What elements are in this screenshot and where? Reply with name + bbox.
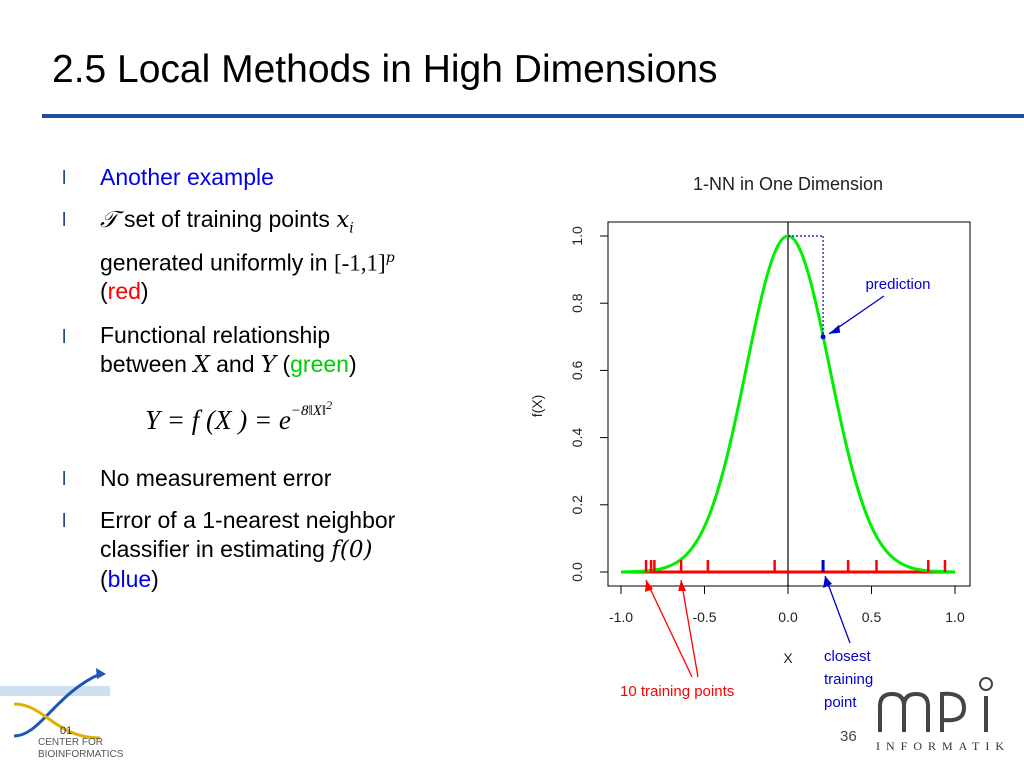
prediction-label: prediction xyxy=(865,276,930,293)
color-word-red: red xyxy=(107,278,141,305)
f0: f(0) xyxy=(331,537,373,563)
bullet-marker: l xyxy=(62,168,67,189)
bullet-text: set of training points xyxy=(117,206,337,232)
paren-close: ) xyxy=(348,351,357,377)
y-tick-label: 0.0 xyxy=(569,562,585,582)
color-word-green: green xyxy=(290,351,349,377)
training-set-symbol: 𝒯 xyxy=(100,207,118,233)
interval-exponent: p xyxy=(385,249,395,266)
training-arrow-1 xyxy=(645,579,693,678)
bullet-another-example: Another example xyxy=(100,163,480,192)
x-tick-label: 1.0 xyxy=(945,609,965,625)
bullet-no-measurement-error: No measurement error xyxy=(100,464,480,493)
closest-label-line: training xyxy=(824,671,873,688)
logo-text-2: BIOINFORMATICS xyxy=(38,749,124,760)
x-tick-label: 0.5 xyxy=(862,609,882,625)
paren-open: ( xyxy=(100,566,108,592)
training-arrowhead-2 xyxy=(678,580,687,591)
y-tick-label: 0.8 xyxy=(569,293,585,313)
1nn-chart: 1-NN in One Dimension -1.0 -0.5 0.0 0.5 1.0 0… xyxy=(529,174,971,711)
y-tick-label: 0.4 xyxy=(569,428,585,448)
x-tick-label: -1.0 xyxy=(609,609,633,625)
bullet-text: and xyxy=(209,351,261,377)
closest-label-line: closest xyxy=(824,648,872,665)
slide-title: 2.5 Local Methods in High Dimensions xyxy=(52,48,718,91)
paren-close: ) xyxy=(140,278,149,305)
formula-exponent: −8‖X‖ xyxy=(290,403,327,419)
chart-title: 1-NN in One Dimension xyxy=(693,174,883,194)
var-x-subscript: i xyxy=(349,220,354,237)
y-tick-label: 1.0 xyxy=(569,226,585,246)
bullet-text: classifier in estimating xyxy=(100,536,332,562)
y-tick-label: 0.6 xyxy=(569,360,585,380)
x-axis-label: X xyxy=(783,650,793,666)
closest-arrow xyxy=(824,575,851,644)
x-tick-label: -0.5 xyxy=(692,609,716,625)
var-Y: Y xyxy=(260,352,277,378)
formula: Y = f (X ) = e−8‖X‖2 xyxy=(145,398,332,436)
interval: [-1,1] xyxy=(333,250,386,276)
center-for-bioinformatics-logo: 01 CENTER FOR BIOINFORMATICS xyxy=(0,664,170,768)
bullet-text: Another example xyxy=(100,164,274,190)
training-arrowhead-1 xyxy=(645,580,654,592)
bullet-marker: l xyxy=(62,469,67,490)
color-word-blue: blue xyxy=(107,566,152,592)
mpi-informatik-logo: INFORMATIK xyxy=(872,672,1024,768)
prediction-point xyxy=(820,334,826,340)
var-x: x xyxy=(336,207,350,233)
bullet-text: between xyxy=(100,351,194,377)
bullet-1nn-error: Error of a 1-nearest neighbor classifier… xyxy=(100,506,480,594)
logo-informatik-text: INFORMATIK xyxy=(876,739,1010,753)
paren-open: ( xyxy=(276,351,291,377)
training-arrow-2 xyxy=(680,579,699,678)
prediction-arrowhead xyxy=(829,324,841,334)
bullet-text: No measurement error xyxy=(100,465,332,491)
closest-arrowhead xyxy=(823,576,833,588)
y-tick-label: 0.2 xyxy=(569,495,585,515)
paren-open: ( xyxy=(100,278,108,305)
title-divider xyxy=(42,114,1024,118)
bullet-functional-relationship: Functional relationship between X and Y … xyxy=(100,321,480,380)
closest-label-line: point xyxy=(824,694,857,711)
x-tick-label: 0.0 xyxy=(778,609,798,625)
logo-digits: 01 xyxy=(60,725,72,737)
bullet-text: Functional relationship xyxy=(100,322,331,348)
paren-close: ) xyxy=(151,566,159,592)
bullet-marker: l xyxy=(62,511,67,532)
training-points-label: 10 training points xyxy=(620,683,734,700)
bullet-marker: l xyxy=(62,327,67,348)
formula-main: Y = f (X ) = e xyxy=(145,405,291,435)
formula-exponent-power: 2 xyxy=(326,398,333,412)
y-axis-label: f(X) xyxy=(529,395,545,418)
bullet-text: generated uniformly in xyxy=(100,249,334,276)
bullet-training-set: 𝒯 set of training points xi generated un… xyxy=(100,205,480,306)
page-number: 36 xyxy=(840,728,857,745)
bullet-marker: l xyxy=(62,210,67,231)
var-X: X xyxy=(193,352,210,378)
logo-text-1: CENTER FOR xyxy=(38,737,103,748)
bullet-text: Error of a 1-nearest neighbor xyxy=(100,507,396,533)
